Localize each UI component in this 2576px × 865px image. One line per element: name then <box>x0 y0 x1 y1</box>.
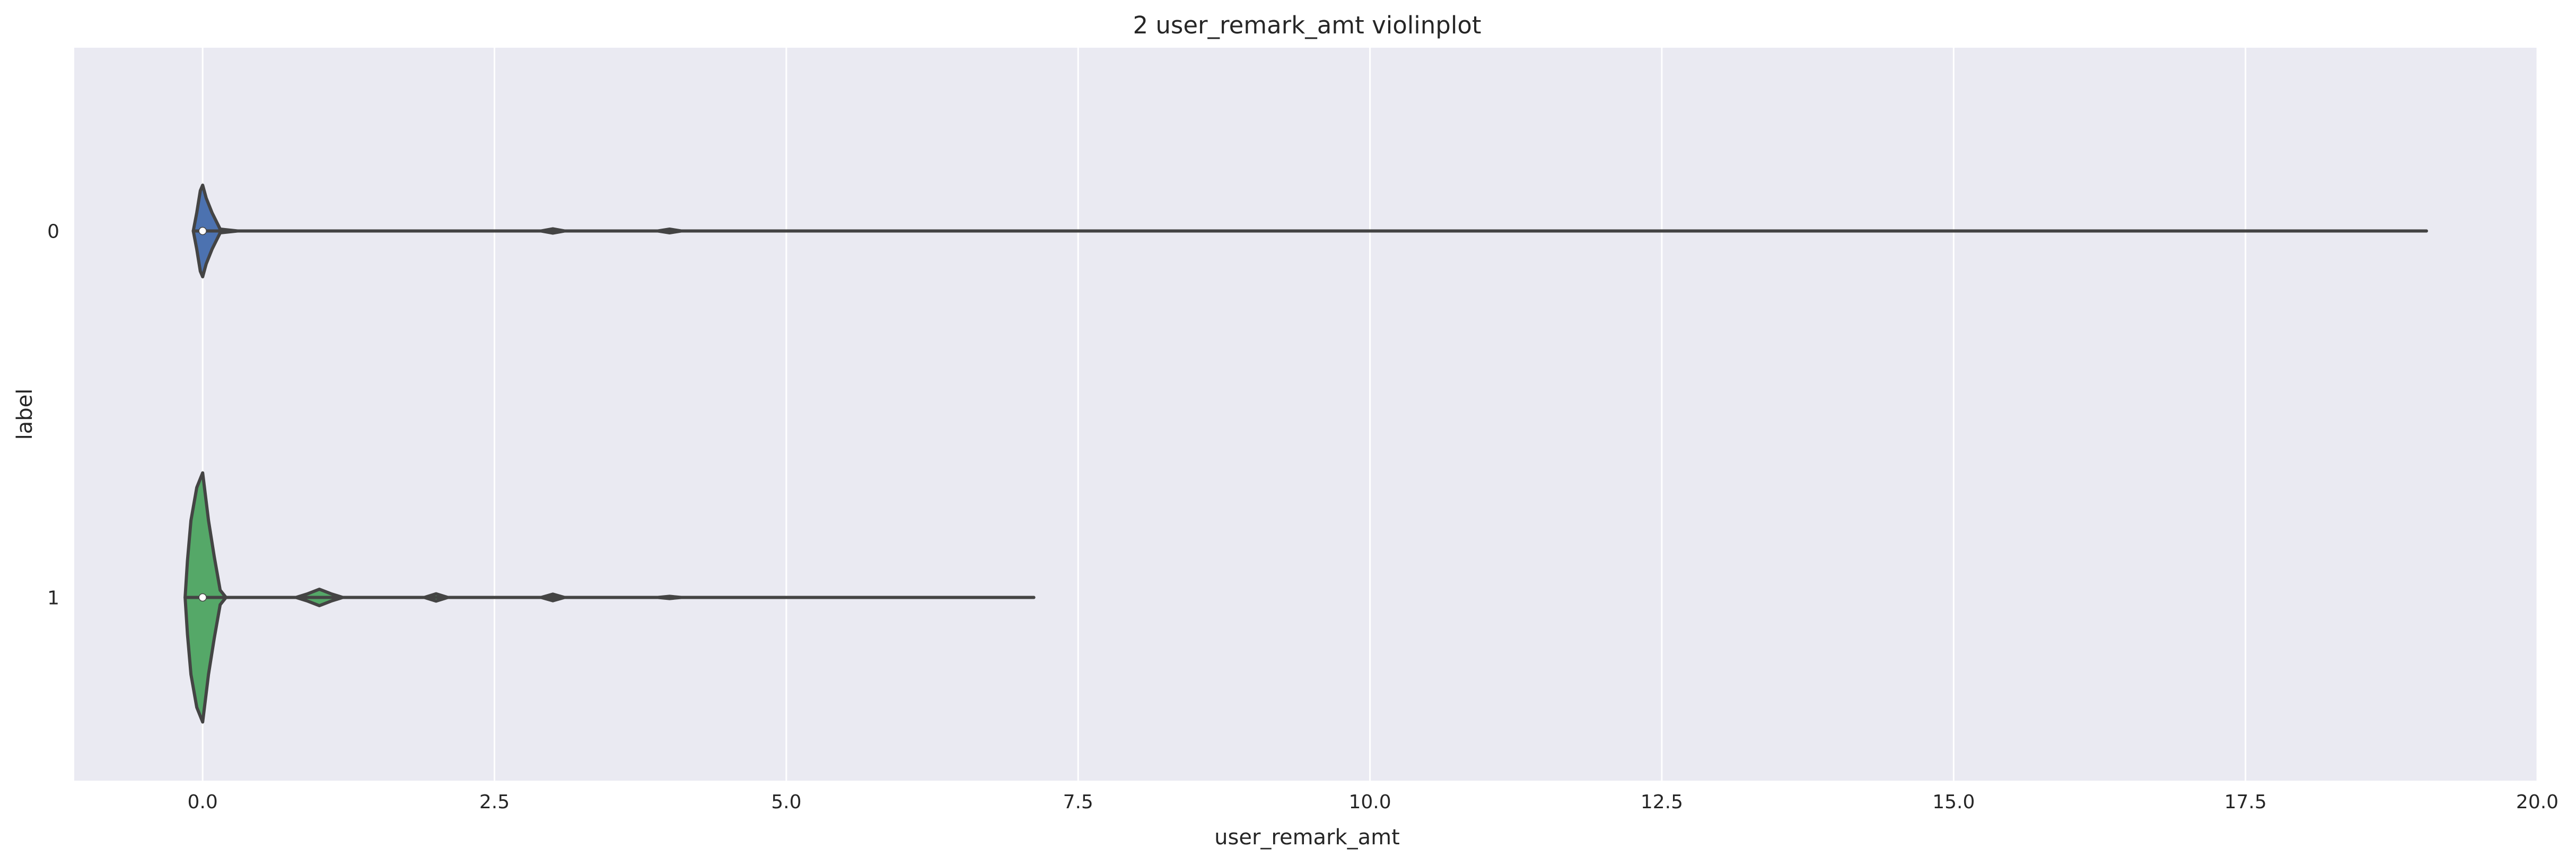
median-marker-0 <box>198 226 207 235</box>
x-tick-label: 2.5 <box>479 791 510 813</box>
x-tick-label: 17.5 <box>2224 791 2267 813</box>
x-tick-label: 5.0 <box>771 791 801 813</box>
x-tick-label: 12.5 <box>1641 791 1683 813</box>
x-tick-label: 0.0 <box>188 791 218 813</box>
y-tick-label: 1 <box>47 588 59 609</box>
y-axis-label: label <box>13 389 37 440</box>
x-tick-labels: 0.0 2.5 5.0 7.5 10.0 12.5 15.0 17.5 20.0 <box>188 791 2559 813</box>
gridlines <box>201 48 2538 781</box>
x-tick-label: 10.0 <box>1349 791 1391 813</box>
x-tick-label: 15.0 <box>1932 791 1975 813</box>
median-marker-1 <box>198 593 207 602</box>
plot-area <box>74 48 2537 781</box>
chart-title: 2 user_remark_amt violinplot <box>1133 11 1481 39</box>
violins <box>183 184 2428 724</box>
x-tick-label: 20.0 <box>2516 791 2559 813</box>
x-axis-label: user_remark_amt <box>1214 825 1400 850</box>
x-tick-label: 7.5 <box>1063 791 1093 813</box>
y-tick-labels: 01 <box>47 221 59 609</box>
y-tick-label: 0 <box>47 221 59 243</box>
